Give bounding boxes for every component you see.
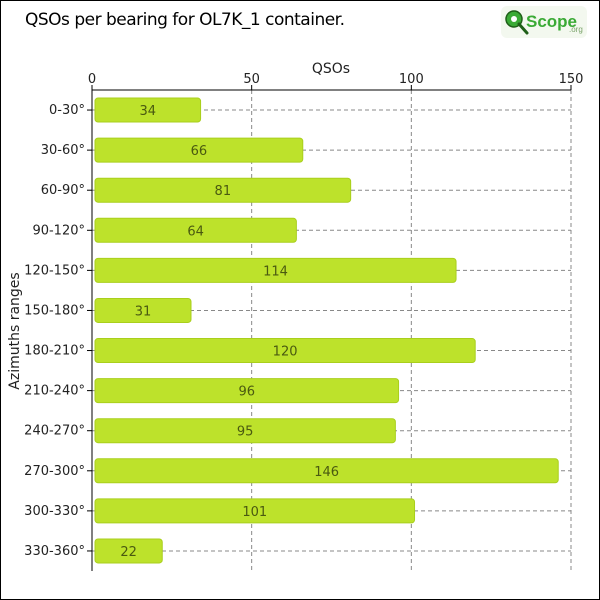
bar-value-label: 96 [239,385,256,400]
x-tick-label: 100 [399,72,424,87]
x-axis: 0 50 100 150 [88,72,584,91]
y-tick-label: 300-330° [24,504,85,519]
chart-title: QSOs per bearing for OL7K_1 container. [25,10,345,30]
bar-value-label: 114 [263,264,288,279]
bar [94,97,202,123]
y-tick-label: 210-240° [24,384,85,399]
bar-value-label: 64 [187,224,204,239]
bar [94,498,416,524]
bar-value-label: 120 [273,345,298,360]
bar-value-label: 22 [120,545,137,560]
bar-value-label: 31 [135,304,152,319]
logo-text: Scope [526,12,577,31]
y-tick-label: 240-270° [24,424,85,439]
logo-subtext: .org [569,25,583,34]
magnifier-q-icon [505,10,529,35]
bar [94,538,163,564]
bar [94,458,559,484]
y-tick-label: 30-60° [41,143,85,158]
x-axis-title: QSOs [312,61,350,77]
bar [94,297,192,323]
bar [94,338,476,364]
bar-value-label: 101 [242,505,267,520]
y-axis: 0-30° 30-60° 60-90° 90-120° 120-150° 150-180°… [24,90,93,571]
bar [94,257,457,283]
y-tick-label: 60-90° [41,183,85,198]
y-tick-label: 0-30° [49,103,85,118]
bar-value-label: 146 [314,465,339,480]
bar [94,177,352,203]
bar-value-label: 66 [191,144,208,159]
bars-group: 34 66 81 64 114 31 120 96 95 146 101 22 [94,97,559,564]
y-tick-label: 90-120° [32,223,85,238]
bar [94,378,400,404]
bar [94,217,297,243]
x-tick-label: 0 [88,72,96,87]
x-tick-label: 150 [559,72,584,87]
y-tick-label: 120-150° [24,263,85,278]
bar-value-label: 81 [215,184,232,199]
y-tick-label: 180-210° [24,344,85,359]
bar [94,137,304,163]
qscope-logo: Scope .org [501,6,587,38]
bar-value-label: 34 [140,104,157,119]
bar-value-label: 95 [237,425,254,440]
y-axis-title: Azimuths ranges [7,272,23,389]
y-tick-label: 330-360° [24,544,85,559]
y-tick-label: 270-300° [24,464,85,479]
bar [94,418,396,444]
y-tick-label: 150-180° [24,303,85,318]
x-tick-label: 50 [243,72,260,87]
